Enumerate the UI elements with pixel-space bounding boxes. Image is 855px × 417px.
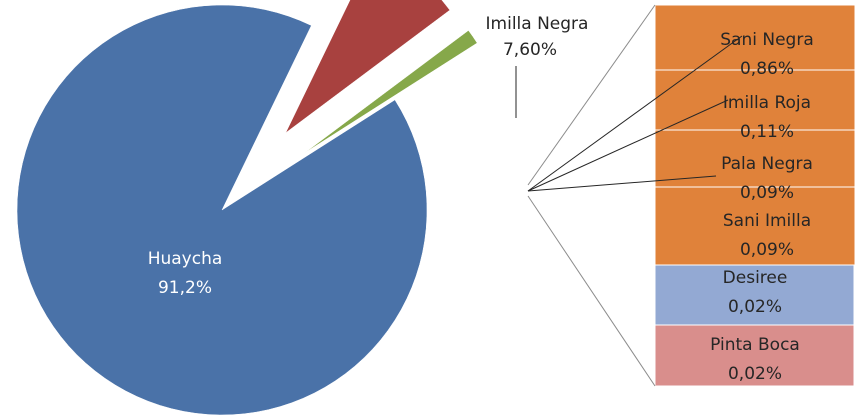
secondary-bar-layer: [654, 4, 855, 387]
bar-segment-sani-imilla: [654, 186, 855, 266]
pie-slice-others: [304, 30, 478, 154]
connector-bottom-line: [527, 195, 656, 387]
leader-line-imilla-roja: [527, 99, 729, 192]
pinta-boca-name-label: Pinta Boca: [710, 335, 800, 355]
pinta-boca-value-label: 0,02%: [728, 364, 782, 384]
imilla-roja-name-label: Imilla Roja: [723, 93, 811, 113]
imilla-negra-value-label: 7,60%: [503, 40, 557, 60]
imilla-roja-value-label: 0,11%: [740, 122, 794, 142]
connector-lines: [527, 4, 743, 387]
sani-imilla-name-label: Sani Imilla: [723, 211, 811, 231]
huaycha-value-label: 91,2%: [158, 278, 212, 298]
label-layer: Huaycha 91,2% Imilla Negra 7,60% Sani Ne…: [148, 14, 814, 384]
leader-line-pala-negra: [527, 175, 717, 192]
bar-segment-pinta-boca: [654, 324, 855, 387]
pie-slice-imilla-negra: [285, 0, 451, 134]
bar-segment-desiree: [654, 264, 855, 326]
pie-slice-huaycha: [16, 4, 428, 416]
sani-negra-value-label: 0,86%: [740, 59, 794, 79]
leader-line-sani-negra: [527, 35, 743, 192]
sani-negra-name-label: Sani Negra: [720, 30, 813, 50]
bar-segment-sani-negra: [654, 4, 855, 71]
desiree-value-label: 0,02%: [728, 297, 782, 317]
desiree-name-label: Desiree: [723, 268, 788, 288]
connector-top-line: [527, 4, 656, 186]
pala-negra-value-label: 0,09%: [740, 183, 794, 203]
imilla-negra-name-label: Imilla Negra: [486, 14, 589, 34]
sani-imilla-value-label: 0,09%: [740, 240, 794, 260]
pie-layer: [16, 0, 478, 416]
huaycha-name-label: Huaycha: [148, 249, 223, 269]
pala-negra-name-label: Pala Negra: [721, 154, 813, 174]
